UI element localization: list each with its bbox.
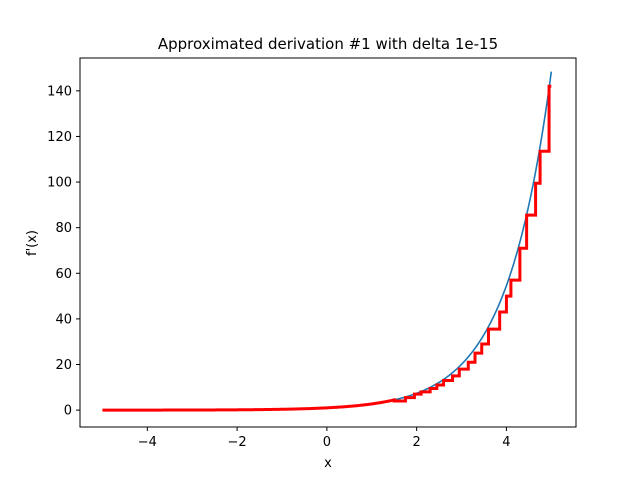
plot-area	[102, 71, 553, 412]
y-tick-label: 80	[55, 221, 72, 236]
y-tick-label: 140	[47, 84, 72, 99]
y-tick-label: 20	[55, 358, 72, 373]
x-axis-label: x	[324, 456, 332, 471]
y-tick-label: 120	[47, 130, 72, 145]
y-tick-label: 0	[64, 404, 72, 419]
y-tick-label: 60	[55, 267, 72, 282]
series-line-approximation	[102, 84, 552, 412]
x-tick-label: 2	[413, 435, 421, 450]
y-axis-label: f'(x)	[25, 230, 40, 256]
y-tick-label: 100	[47, 176, 72, 191]
chart-title: Approximated derivation #1 with delta 1e…	[158, 35, 498, 53]
x-tick-label: −4	[138, 435, 157, 450]
x-tick-label: 0	[323, 435, 331, 450]
x-tick-label: 4	[502, 435, 510, 450]
axes-frame	[79, 57, 577, 428]
y-tick-label: 40	[55, 312, 72, 327]
x-tick-label: −2	[228, 435, 247, 450]
